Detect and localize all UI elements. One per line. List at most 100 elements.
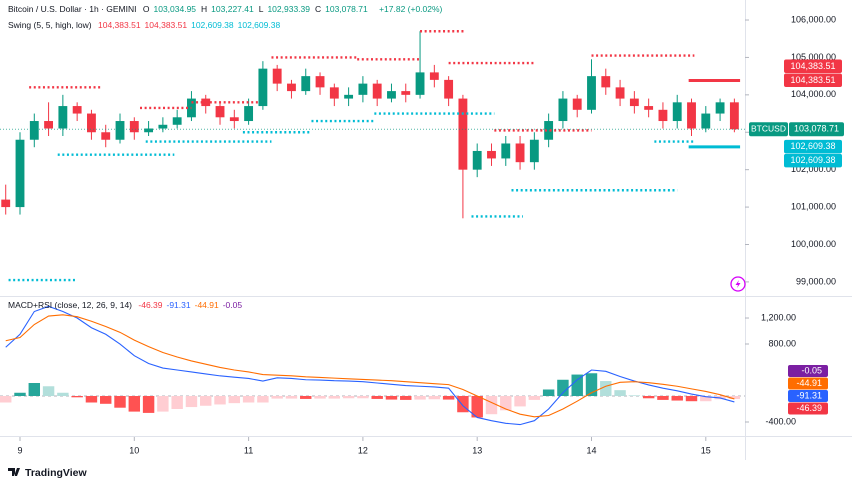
candle-body bbox=[101, 132, 111, 140]
macd-header: MACD+RSI (close, 12, 26, 9, 14) -46.39 -9… bbox=[8, 300, 250, 310]
macd-readout: -46.39 -91.31 -44.91 -0.05 bbox=[138, 300, 246, 310]
swing-value: 104,383.51 bbox=[144, 20, 188, 30]
histogram-bar bbox=[228, 396, 241, 404]
indicator-tag bbox=[788, 365, 828, 377]
candle-body bbox=[44, 121, 54, 129]
histogram-bar bbox=[528, 396, 541, 400]
histogram-bar bbox=[0, 396, 12, 403]
histogram-bar bbox=[685, 396, 698, 402]
ohlc-readout: O 103,034.95 H 103,227.41 L 102,933.39 C 103,07… bbox=[143, 4, 373, 14]
histogram-bar bbox=[185, 396, 198, 408]
macd-value: -44.91 bbox=[194, 300, 219, 310]
indicator-tag bbox=[788, 390, 828, 402]
candle-body bbox=[129, 121, 139, 133]
indicator-tag-text: -91.31 bbox=[796, 391, 822, 401]
indicator-tag-text: -46.39 bbox=[796, 403, 822, 413]
candle-body bbox=[1, 199, 11, 208]
histogram-bar bbox=[200, 396, 212, 406]
y-tick-label: 1,200.00 bbox=[761, 312, 796, 322]
y-tick-label: 104,000.00 bbox=[791, 89, 836, 99]
histogram-bar bbox=[85, 396, 98, 403]
ohlc-value: 103,078.71 bbox=[325, 4, 368, 14]
ohlc-value: 102,933.39 bbox=[267, 4, 310, 14]
histogram-bar bbox=[642, 396, 655, 399]
histogram-bar bbox=[614, 390, 626, 397]
histogram-bar bbox=[457, 396, 469, 413]
candle-body bbox=[644, 106, 654, 110]
histogram-bar bbox=[400, 396, 412, 400]
histogram-bar bbox=[514, 396, 526, 407]
candle-body bbox=[601, 76, 611, 88]
candle-body bbox=[387, 91, 396, 99]
histogram-bar bbox=[71, 396, 83, 398]
candle-body bbox=[515, 143, 525, 163]
x-tick-label: 10 bbox=[129, 445, 139, 455]
histogram-bar bbox=[271, 396, 283, 399]
histogram-bar bbox=[100, 396, 112, 404]
candle-body bbox=[501, 143, 511, 159]
indicator-tag bbox=[788, 402, 828, 415]
candle-body bbox=[87, 113, 96, 133]
ohlc-label: O bbox=[142, 4, 150, 14]
histogram-bar bbox=[257, 396, 269, 403]
candle-body bbox=[487, 150, 496, 159]
histogram-bar bbox=[357, 396, 369, 399]
candle-body bbox=[15, 139, 25, 208]
candle-body bbox=[701, 113, 711, 129]
histogram-bar bbox=[342, 396, 355, 399]
candle-body bbox=[329, 87, 339, 99]
histogram-bar bbox=[700, 396, 712, 402]
candle-body bbox=[401, 91, 411, 95]
histogram-bar bbox=[585, 373, 598, 397]
brand-logo[interactable] bbox=[8, 468, 20, 476]
candle-body bbox=[458, 98, 468, 170]
histogram-bar bbox=[285, 396, 298, 399]
x-tick-label: 11 bbox=[244, 445, 253, 455]
swing-value: 102,609.38 bbox=[191, 20, 234, 30]
candle-body bbox=[144, 128, 154, 133]
candle-body bbox=[372, 83, 382, 99]
macd-title: MACD+RSI (close, 12, 26, 9, 14) bbox=[8, 300, 133, 310]
alert-icon-bolt bbox=[735, 280, 741, 288]
histogram-bar bbox=[600, 381, 612, 397]
histogram-bar bbox=[142, 396, 155, 413]
candle-body bbox=[287, 83, 296, 92]
histogram-bar bbox=[471, 396, 483, 418]
y-tick-label: 800.00 bbox=[768, 338, 796, 348]
y-tick-label: -400.00 bbox=[765, 416, 796, 426]
swing-tag bbox=[784, 73, 842, 87]
candle-body bbox=[301, 76, 311, 92]
histogram-bar bbox=[242, 396, 255, 403]
histogram-bar bbox=[485, 396, 498, 415]
swing-value: 102,609.38 bbox=[237, 20, 281, 30]
swing-value: 104,383.51 bbox=[98, 20, 141, 30]
indicator-line bbox=[5, 314, 735, 418]
swing-tag bbox=[784, 153, 842, 168]
candle-body bbox=[444, 79, 454, 99]
histogram-bar bbox=[385, 396, 398, 400]
swing-title: Swing (5, 5, high, low) bbox=[8, 20, 92, 30]
alert-icon-ring bbox=[730, 276, 746, 292]
alert-icon[interactable] bbox=[730, 276, 746, 292]
histogram-bar bbox=[371, 396, 383, 399]
candle-body bbox=[672, 102, 682, 122]
brand-name: TradingView bbox=[25, 467, 87, 479]
brand-mark bbox=[8, 468, 20, 476]
swing-tag-text: 102,609.38 bbox=[790, 141, 835, 151]
indicator-line bbox=[5, 305, 735, 426]
swing-readout: 104,383.51 104,383.51 102,609.38 102,609.38 bbox=[98, 20, 284, 30]
swing-tag bbox=[784, 139, 842, 154]
indicator-tag-text: -44.91 bbox=[796, 378, 822, 388]
candle-body bbox=[415, 72, 425, 95]
candle-body bbox=[58, 106, 68, 129]
last-price-tag bbox=[789, 122, 844, 137]
candle-body bbox=[572, 98, 582, 110]
histogram-bar bbox=[571, 374, 583, 397]
histogram-bar bbox=[500, 396, 512, 411]
ohlc-value: 103,227.41 bbox=[211, 4, 254, 14]
candle-body bbox=[315, 76, 325, 88]
candle-body bbox=[172, 117, 182, 125]
swing-tag-text: 104,383.51 bbox=[790, 61, 835, 71]
